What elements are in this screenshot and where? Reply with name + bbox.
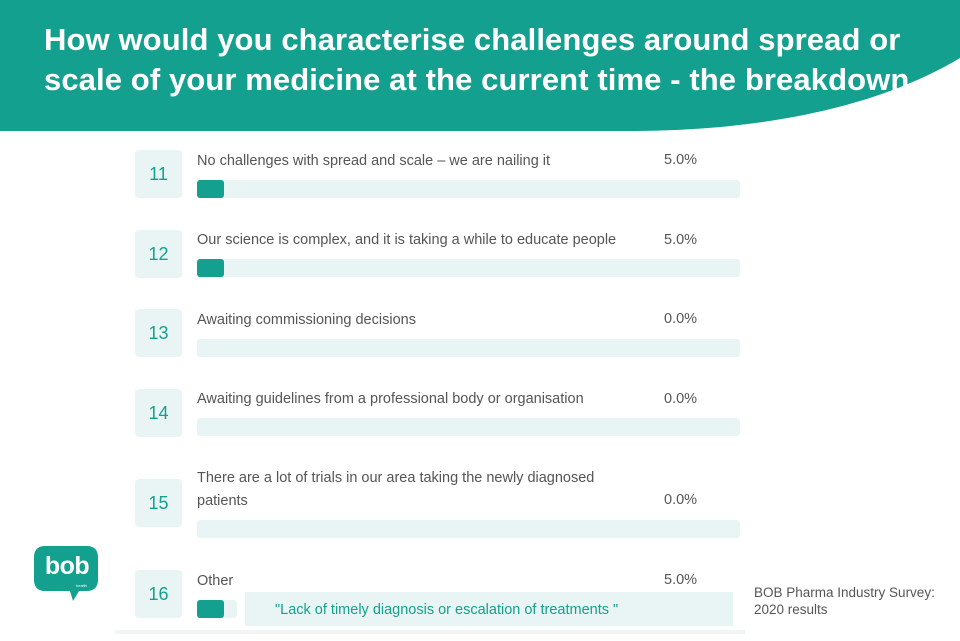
bar-fill (197, 180, 224, 198)
category-label: Awaiting guidelines from a professional … (197, 391, 584, 407)
header-banner: How would you characterise challenges ar… (0, 0, 960, 135)
bar-track (197, 339, 740, 357)
bar-fill (197, 600, 224, 618)
bar-track (197, 600, 237, 618)
source-line-2: 2020 results (754, 602, 828, 617)
source-caption: BOB Pharma Industry Survey: 2020 results (754, 584, 954, 618)
value-label: 5.0% (664, 232, 698, 248)
row-number-16: 16 (135, 570, 182, 618)
bar-track (197, 418, 740, 436)
row-number-13: 13 (135, 309, 182, 357)
row-number-12: 12 (135, 230, 182, 278)
logo-text: bob (44, 552, 90, 580)
category-label: Our science is complex, and it is taking… (197, 232, 617, 248)
logo-subtext: health (76, 583, 87, 588)
bar-track (197, 259, 740, 277)
other-response-text: "Lack of timely diagnosis or escalation … (275, 602, 619, 618)
header-wave-shape (0, 0, 960, 132)
category-label: Awaiting commissioning decisions (197, 312, 416, 328)
page-title: How would you characterise challenges ar… (44, 22, 910, 97)
row-number-15: 15 (135, 479, 182, 527)
other-response-box (245, 592, 733, 626)
value-label: 5.0% (664, 152, 698, 168)
bottom-divider (115, 630, 745, 634)
category-label: Other (197, 573, 234, 589)
bar-fill (197, 259, 224, 277)
value-label: 5.0% (664, 572, 698, 588)
value-label: 0.0% (664, 492, 698, 508)
row-number-14: 14 (135, 389, 182, 437)
bar-track (197, 180, 740, 198)
value-label: 0.0% (664, 311, 698, 327)
row-number-11: 11 (135, 150, 182, 198)
category-label: No challenges with spread and scale – we… (197, 153, 551, 169)
source-line-1: BOB Pharma Industry Survey: (754, 585, 935, 600)
value-label: 0.0% (664, 391, 698, 407)
category-label: There are a lot of trials in our area ta… (197, 470, 595, 509)
bob-logo-icon (34, 546, 98, 601)
bar-track (197, 520, 740, 538)
